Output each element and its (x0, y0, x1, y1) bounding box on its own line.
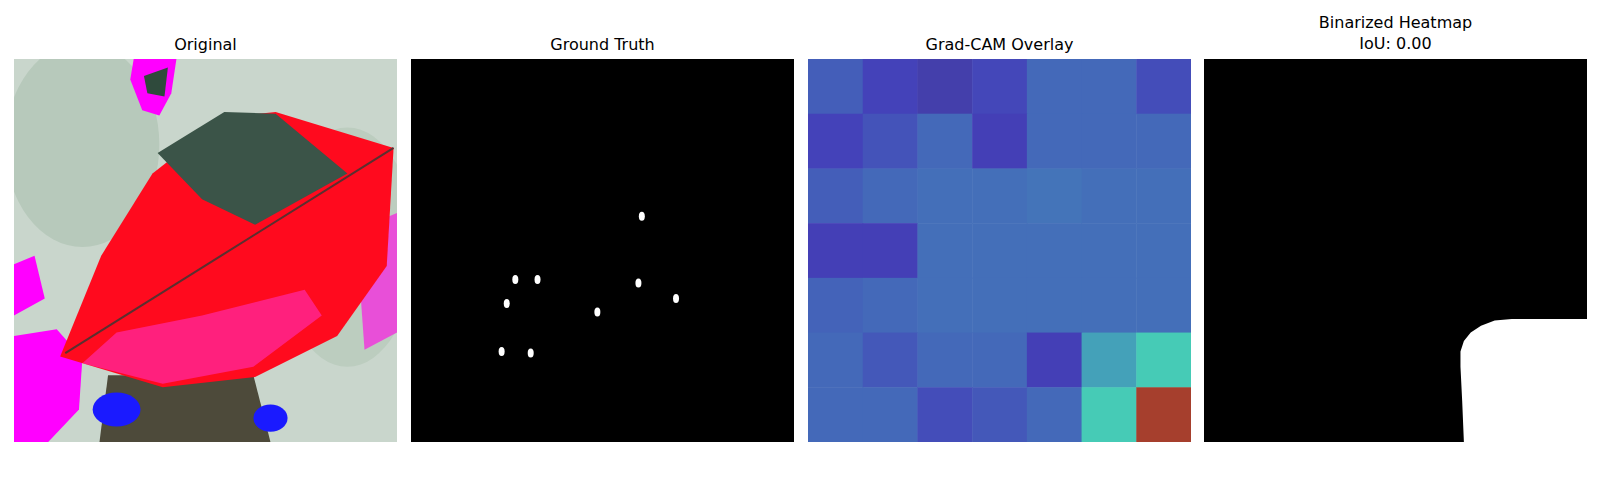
midrib (65, 148, 393, 353)
panel-title: Grad-CAM Overlay (926, 35, 1074, 54)
binary-mask (1460, 319, 1587, 442)
lesion-spot (639, 212, 645, 221)
lesion-spot (635, 278, 641, 287)
heatmap-cell (1027, 168, 1082, 223)
heatmap-cell (1082, 59, 1137, 114)
heatmap-cell (863, 114, 918, 169)
heatmap-cell (808, 278, 863, 333)
heatmap-cell (1027, 59, 1082, 114)
heatmap-cell (1136, 114, 1191, 169)
heatmap-cell (972, 59, 1027, 114)
panel (808, 59, 1191, 442)
magenta-patch (130, 59, 176, 115)
heatmap-cell (972, 114, 1027, 169)
heatmap-cell (863, 333, 918, 388)
blue-patch (253, 404, 287, 431)
panel (14, 59, 397, 442)
leaf (60, 112, 393, 387)
heatmap-cell (1027, 114, 1082, 169)
heatmap-cell (917, 387, 972, 442)
mask-background (1204, 59, 1587, 442)
panel (1204, 59, 1587, 442)
heatmap-cell (863, 59, 918, 114)
heatmap-cell (808, 114, 863, 169)
heatmap-cell (1136, 59, 1191, 114)
figure: Original Ground Truth Grad-CAM Overlay Bina… (0, 0, 1600, 500)
magenta-patch (14, 256, 45, 316)
heatmap-cell (863, 387, 918, 442)
heatmap-cell (808, 333, 863, 388)
heatmap-cell (1136, 387, 1191, 442)
panel-subtitle: IoU: 0.00 (1359, 34, 1431, 53)
lesion-spot (594, 308, 600, 317)
blue-patch (93, 392, 141, 426)
heatmap-cell (1027, 333, 1082, 388)
lesion-spot (673, 294, 679, 303)
heatmap-cell (1082, 387, 1137, 442)
heatmap-cell (863, 223, 918, 278)
panel-title: Original (174, 35, 237, 54)
lesion-spot (512, 275, 518, 284)
heatmap-cell (917, 114, 972, 169)
heatmap-cell (917, 278, 972, 333)
heatmap-cell (863, 278, 918, 333)
heatmap-cell (917, 333, 972, 388)
heatmap-cell (1082, 223, 1137, 278)
heatmap-cell (808, 59, 863, 114)
original-image (14, 59, 397, 442)
heatmap-cell (1082, 114, 1137, 169)
heatmap-cell (808, 168, 863, 223)
mask-background (411, 59, 794, 442)
lesion-spot (535, 275, 541, 284)
leaf-pink (82, 290, 321, 384)
panel-title: Binarized Heatmap (1319, 13, 1472, 32)
heatmap-cell (808, 223, 863, 278)
heatmap-cell (972, 333, 1027, 388)
heatmap-cell (808, 387, 863, 442)
heatmap-cell (972, 278, 1027, 333)
lesion-spot (504, 299, 510, 308)
heatmap-cell (1027, 278, 1082, 333)
heatmap-cell (863, 168, 918, 223)
heatmap-cell (972, 387, 1027, 442)
heatmap-cell (972, 168, 1027, 223)
dark-patch (144, 68, 168, 97)
heatmap-cell (917, 223, 972, 278)
heatmap-cell (1082, 168, 1137, 223)
heatmap-cell (917, 59, 972, 114)
heatmap-cell (1027, 223, 1082, 278)
heatmap-cell (1082, 333, 1137, 388)
heatmap-cell (1136, 278, 1191, 333)
heatmap-cell (917, 168, 972, 223)
lesion-spot (499, 347, 505, 356)
leaf-dark (158, 112, 348, 225)
heatmap-cell (1136, 168, 1191, 223)
panel-title: Ground Truth (550, 35, 655, 54)
heatmap-cell (1027, 387, 1082, 442)
heatmap-cell (972, 223, 1027, 278)
heatmap-cell (1082, 278, 1137, 333)
lesion-spot (528, 349, 534, 358)
heatmap-cell (1136, 333, 1191, 388)
heatmap-cell (1136, 223, 1191, 278)
panel (411, 59, 794, 442)
